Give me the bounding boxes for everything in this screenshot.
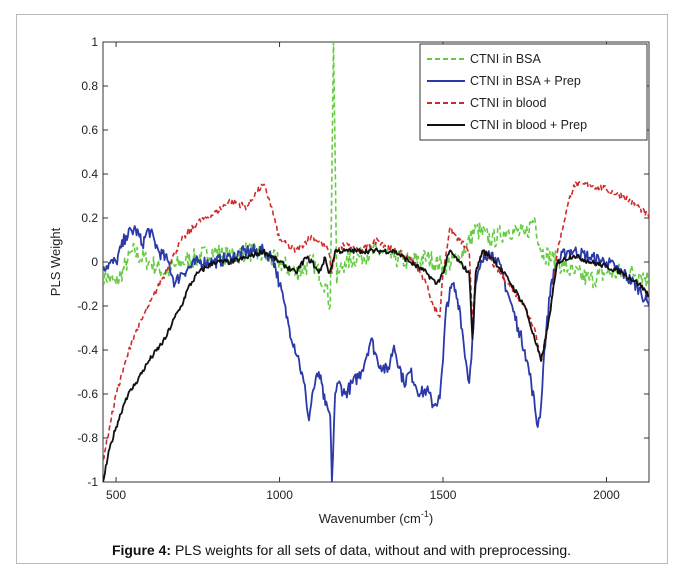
x-tick-label: 1500 bbox=[430, 488, 457, 502]
legend: CTNI in BSA CTNI in BSA + Prep CTNI in blo… bbox=[419, 43, 648, 141]
y-tick-label: 0 bbox=[91, 255, 98, 269]
y-tick-label: -0.6 bbox=[77, 387, 98, 401]
y-tick-label: 0.4 bbox=[81, 167, 98, 181]
series-line-4 bbox=[103, 247, 649, 482]
legend-label-2: CTNI in BSA + Prep bbox=[470, 74, 581, 88]
x-tick-label: 1000 bbox=[266, 488, 293, 502]
y-tick-label: 0.6 bbox=[81, 123, 98, 137]
y-tick-label: 0.8 bbox=[81, 79, 98, 93]
figure-caption: Figure 4: PLS weights for all sets of da… bbox=[0, 542, 683, 558]
y-tick-label: 0.2 bbox=[81, 211, 98, 225]
legend-box bbox=[419, 43, 648, 141]
legend-label-4: CTNI in blood + Prep bbox=[470, 118, 587, 132]
y-tick-label: -1 bbox=[87, 475, 98, 489]
x-tick-label: 2000 bbox=[593, 488, 620, 502]
x-axis-label: Wavenumber (cm-1) bbox=[319, 509, 433, 526]
y-tick-label: -0.4 bbox=[77, 343, 98, 357]
y-tick-label: 1 bbox=[91, 35, 98, 49]
y-axis-label: PLS Weight bbox=[48, 227, 63, 296]
y-tick-label: -0.8 bbox=[77, 431, 98, 445]
legend-label-1: CTNI in BSA bbox=[470, 52, 542, 66]
legend-label-3: CTNI in blood bbox=[470, 96, 546, 110]
x-tick-label: 500 bbox=[106, 488, 126, 502]
y-tick-label: -0.2 bbox=[77, 299, 98, 313]
figure-caption-label: Figure 4: bbox=[111, 542, 172, 558]
figure-caption-text: PLS weights for all sets of data, withou… bbox=[171, 542, 572, 558]
series-line-3 bbox=[103, 181, 649, 461]
